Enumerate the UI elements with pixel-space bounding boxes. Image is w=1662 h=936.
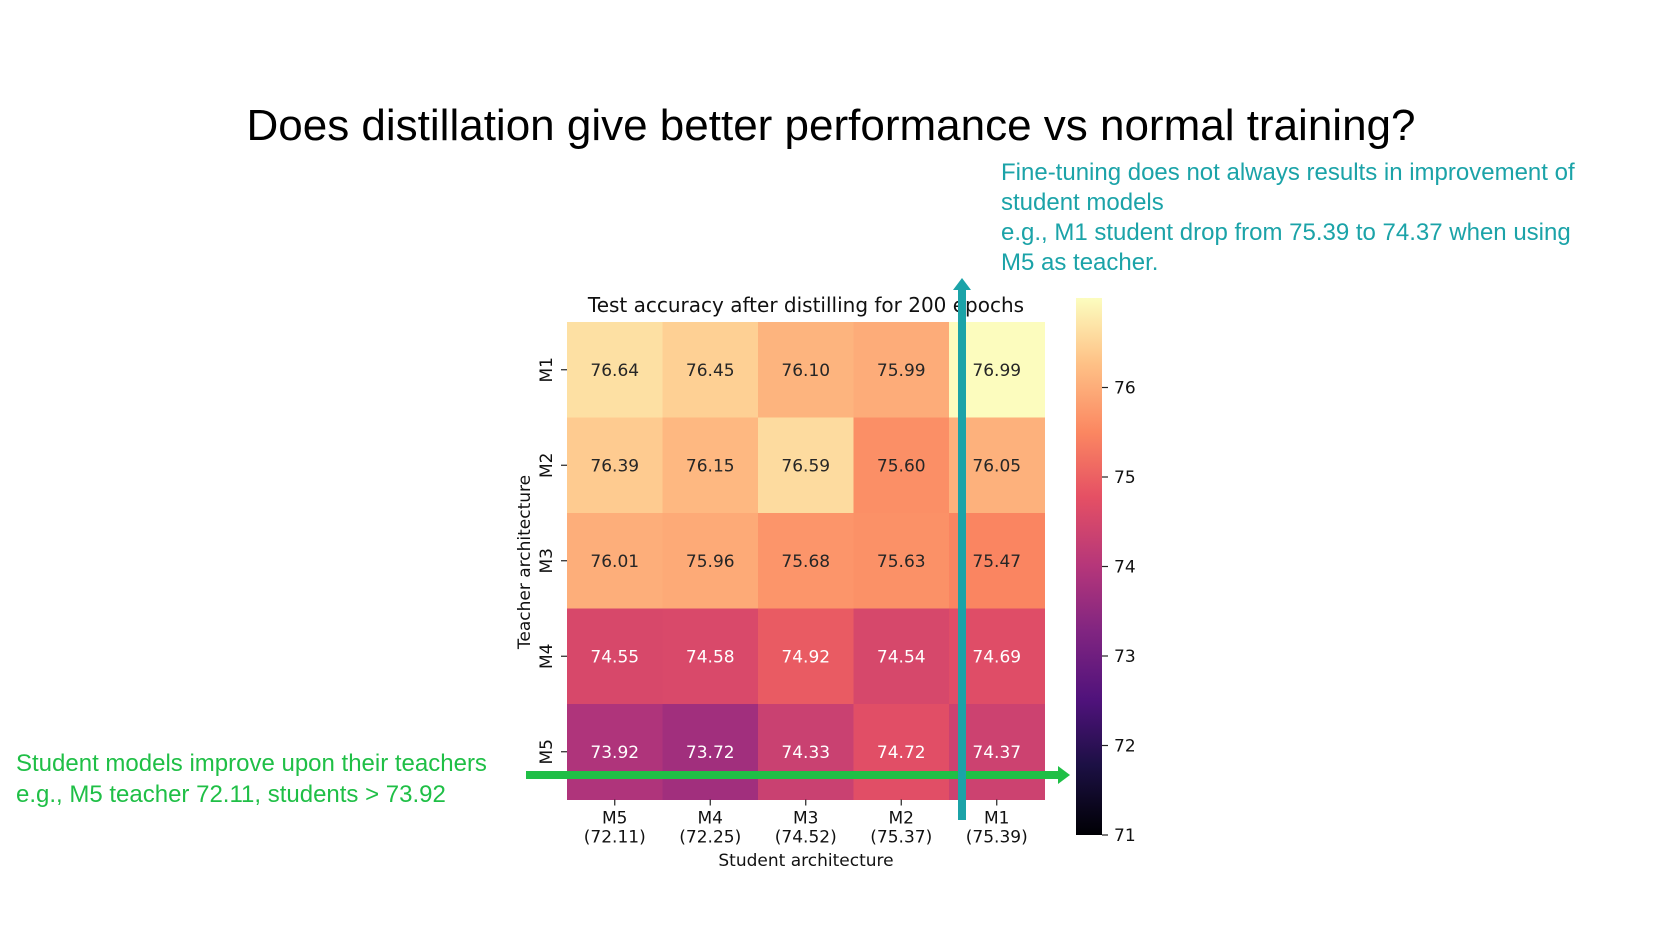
teal-annotation-line: M5 as teacher. bbox=[1001, 249, 1159, 276]
cell-value-label: 76.01 bbox=[590, 552, 639, 572]
x-tick-label: M1 (75.39) bbox=[966, 809, 1028, 848]
heatmap-cell bbox=[853, 417, 950, 514]
heatmap-cell bbox=[567, 704, 663, 800]
heatmap-cell bbox=[567, 608, 663, 705]
colorbar-tick-label: 74 bbox=[1114, 558, 1136, 578]
heatmap-cell bbox=[662, 322, 759, 418]
cell-value-label: 74.92 bbox=[781, 647, 830, 667]
cell-value-label: 73.72 bbox=[686, 743, 735, 763]
heatmap-cell bbox=[853, 608, 950, 705]
y-tick-label: M1 bbox=[537, 357, 557, 382]
heatmap-cell bbox=[662, 513, 759, 609]
cell-value-label: 73.92 bbox=[590, 743, 639, 763]
cell-value-label: 76.15 bbox=[686, 456, 735, 476]
cell-value-label: 74.54 bbox=[877, 647, 926, 667]
cell-value-label: 74.69 bbox=[972, 647, 1021, 667]
y-tick-label: M3 bbox=[537, 548, 557, 573]
teal-annotation-line: e.g., M1 student drop from 75.39 to 74.3… bbox=[1001, 219, 1571, 246]
cell-value-label: 76.64 bbox=[590, 361, 639, 381]
colorbar-tick-label: 72 bbox=[1114, 737, 1136, 757]
green-arrow-head bbox=[1058, 766, 1070, 784]
green-annotation-line: e.g., M5 teacher 72.11, students > 73.92 bbox=[16, 781, 446, 808]
heatmap-cell bbox=[662, 704, 759, 800]
heatmap-cell bbox=[567, 322, 663, 418]
heatmap-cell bbox=[853, 704, 950, 800]
cell-value-label: 74.72 bbox=[877, 743, 926, 763]
colorbar-tick-label: 73 bbox=[1114, 647, 1136, 667]
cell-value-label: 76.39 bbox=[590, 456, 639, 476]
colorbar-tick-label: 76 bbox=[1114, 379, 1136, 399]
cell-value-label: 75.47 bbox=[972, 552, 1021, 572]
chart-title: Test accuracy after distilling for 200 e… bbox=[587, 293, 1024, 317]
x-tick-label: M4 (72.25) bbox=[679, 809, 741, 848]
cell-value-label: 76.99 bbox=[972, 361, 1021, 381]
x-tick-label: M3 (74.52) bbox=[775, 809, 837, 848]
cell-value-label: 75.99 bbox=[877, 361, 926, 381]
cell-value-label: 75.68 bbox=[781, 552, 830, 572]
colorbar-tick-label: 71 bbox=[1114, 826, 1136, 846]
cell-value-label: 74.37 bbox=[972, 743, 1021, 763]
x-tick-label: M2 (75.37) bbox=[870, 809, 932, 848]
cell-value-label: 75.63 bbox=[877, 552, 926, 572]
teal-annotation-line: student models bbox=[1001, 189, 1164, 216]
cell-value-label: 74.33 bbox=[781, 743, 830, 763]
heatmap-cell bbox=[853, 513, 950, 609]
heatmap-cell bbox=[758, 417, 854, 514]
heatmap-cell bbox=[758, 513, 854, 609]
x-tick-label: M5 (72.11) bbox=[584, 809, 646, 848]
cell-value-label: 76.10 bbox=[781, 361, 830, 381]
teal-annotation: Fine-tuning does not always results in i… bbox=[1001, 158, 1641, 278]
x-axis-title: Student architecture bbox=[718, 851, 893, 871]
cell-value-label: 75.96 bbox=[686, 552, 735, 572]
slide-title: Does distillation give better performanc… bbox=[246, 101, 1416, 150]
y-tick-label: M5 bbox=[537, 739, 557, 764]
teal-arrow-head bbox=[953, 278, 971, 290]
cell-value-label: 74.58 bbox=[686, 647, 735, 667]
heatmap-cell bbox=[662, 608, 759, 705]
cell-value-label: 76.59 bbox=[781, 456, 830, 476]
cell-value-label: 74.55 bbox=[590, 647, 639, 667]
cell-value-label: 76.05 bbox=[972, 456, 1021, 476]
colorbar-tick-label: 75 bbox=[1114, 468, 1136, 488]
teal-annotation-line: Fine-tuning does not always results in i… bbox=[1001, 159, 1575, 186]
cell-value-label: 76.45 bbox=[686, 361, 735, 381]
y-axis-title: Teacher architecture bbox=[515, 475, 535, 650]
green-annotation: Student models improve upon their teache… bbox=[16, 748, 487, 810]
heatmap-cell bbox=[662, 417, 759, 514]
heatmap-cell bbox=[758, 322, 854, 418]
y-tick-label: M4 bbox=[537, 644, 557, 669]
heatmap-cell bbox=[853, 322, 950, 418]
green-annotation-line: Student models improve upon their teache… bbox=[16, 750, 487, 777]
heatmap-cell bbox=[758, 608, 854, 705]
colorbar bbox=[1076, 298, 1102, 835]
y-tick-label: M2 bbox=[537, 453, 557, 478]
heatmap-cell bbox=[567, 513, 663, 609]
heatmap-cell bbox=[567, 417, 663, 514]
heatmap-cell bbox=[758, 704, 854, 800]
cell-value-label: 75.60 bbox=[877, 456, 926, 476]
